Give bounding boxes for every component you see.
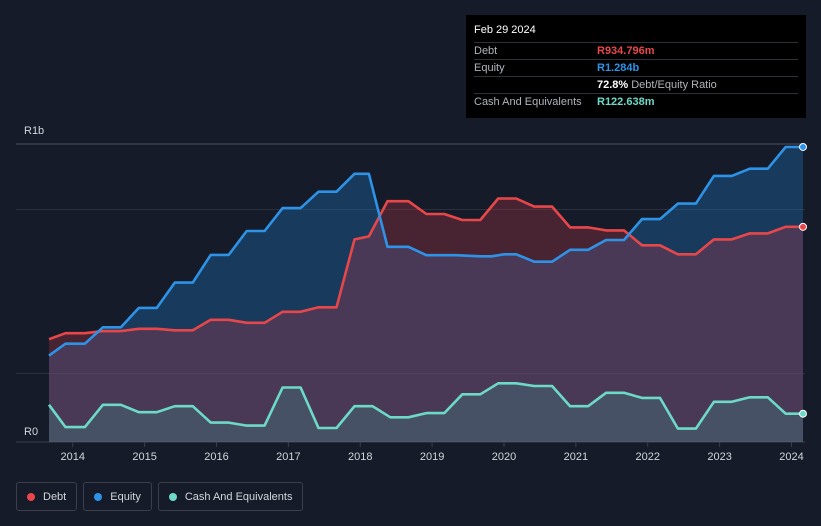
tooltip-ratio-label: Debt/Equity Ratio: [631, 79, 717, 91]
tooltip-row-equity: Equity R1.284b: [474, 59, 798, 76]
area-debt: [49, 198, 803, 442]
legend-dot-equity: [94, 492, 103, 501]
x-tick-label-2016: 2016: [204, 451, 228, 463]
x-tick-label-2023: 2023: [707, 451, 731, 463]
line-debt: [48, 197, 803, 341]
tooltip-cash-label: Cash And Equivalents: [474, 96, 582, 108]
legend-item-equity[interactable]: Equity: [83, 482, 152, 511]
tooltip-equity-label: Equity: [474, 62, 505, 74]
line-layer: [47, 142, 807, 430]
legend-item-cash[interactable]: Cash And Equivalents: [157, 482, 304, 511]
tooltip-equity-value: R1.284b: [597, 62, 640, 74]
tooltip-row-ratio: 72.8% Debt/Equity Ratio: [474, 76, 798, 93]
tooltip-ratio-value: 72.8%: [597, 79, 629, 91]
tooltip-date: Feb 29 2024: [474, 24, 536, 36]
tooltip-cash-value: R122.638m: [597, 96, 655, 108]
tooltip-debt-value: R934.796m: [597, 45, 655, 57]
legend-dot-debt: [27, 492, 35, 501]
legend-label-equity: Equity: [110, 490, 141, 503]
area-cash: [49, 383, 803, 442]
area-layer: [49, 147, 803, 442]
x-tick-label-2024: 2024: [779, 451, 803, 463]
y-tick-label-0: R1b: [24, 125, 44, 137]
endpoint-equity: [799, 142, 807, 151]
line-cash: [47, 382, 803, 430]
y-tick-label-1: R0: [24, 426, 38, 438]
endpoint-debt: [799, 222, 807, 231]
line-equity: [48, 145, 803, 357]
x-tick-label-2022: 2022: [636, 451, 660, 463]
area-equity: [49, 147, 803, 442]
x-tick-label-2018: 2018: [348, 451, 372, 463]
x-tick-label-2019: 2019: [420, 451, 444, 463]
tooltip-row-cash: Cash And Equivalents R122.638m: [474, 93, 798, 110]
x-tick-label-2014: 2014: [60, 451, 84, 463]
x-tick-label-2017: 2017: [276, 451, 300, 463]
x-tick-label-2015: 2015: [132, 451, 156, 463]
tooltip-ratio-label-spacer: [474, 77, 597, 93]
legend-label-cash: Cash And Equivalents: [184, 490, 293, 503]
tooltip: Feb 29 2024 Debt R934.796m Equity R1.284…: [466, 15, 806, 118]
legend-item-debt[interactable]: Debt: [16, 482, 78, 511]
tooltip-row-debt: Debt R934.796m: [474, 42, 798, 59]
legend-label-debt: Debt: [43, 490, 67, 503]
grid-layer: [16, 143, 805, 443]
x-tick-label-2021: 2021: [564, 451, 588, 463]
legend: Debt Equity Cash And Equivalents: [16, 482, 304, 511]
axis-layer: R1b R0 2014 2015 2016 2017 2018 2019 2020 2021 202…: [24, 125, 804, 463]
legend-dot-cash: [168, 492, 177, 501]
endpoint-cash: [799, 409, 807, 418]
tooltip-debt-label: Debt: [474, 45, 498, 57]
x-tick-label-2020: 2020: [492, 451, 516, 463]
